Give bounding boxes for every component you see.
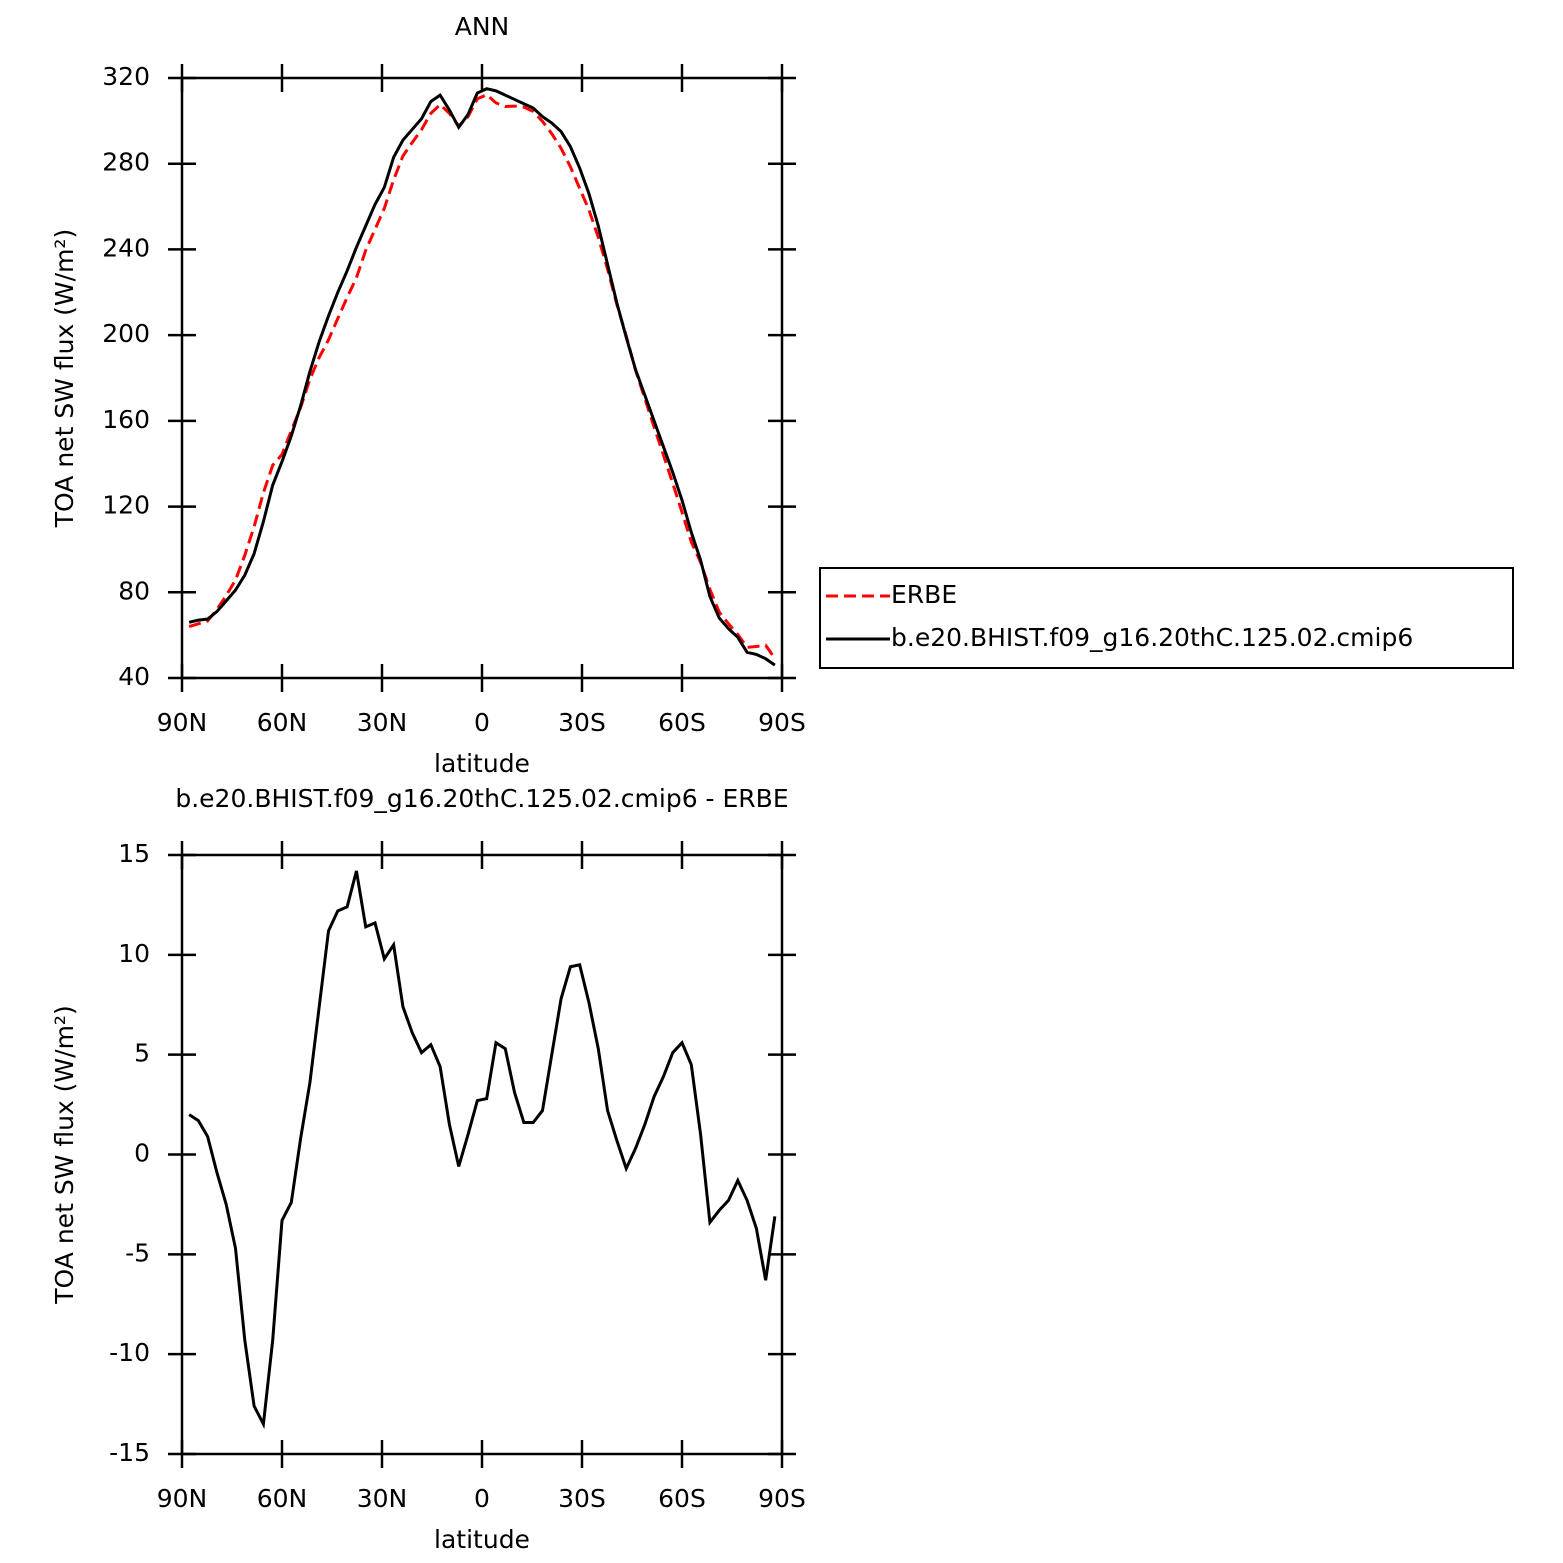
y-tick-label: -10 bbox=[109, 1338, 150, 1367]
series-line bbox=[188, 870, 777, 1430]
x-axis-label: latitude bbox=[434, 749, 530, 778]
legend-box bbox=[819, 567, 1514, 669]
y-tick-label: 5 bbox=[134, 1039, 150, 1068]
y-tick-label: 200 bbox=[102, 319, 150, 348]
y-tick-label: 10 bbox=[118, 939, 150, 968]
y-tick-label: 0 bbox=[134, 1139, 150, 1168]
x-tick-label: 30S bbox=[558, 708, 606, 737]
y-tick-label: -5 bbox=[125, 1238, 150, 1267]
x-tick-label: 60S bbox=[658, 708, 706, 737]
x-tick-label: 60N bbox=[257, 708, 308, 737]
y-tick-label: 40 bbox=[118, 662, 150, 691]
x-tick-label: 30N bbox=[357, 708, 408, 737]
x-tick-label: 90N bbox=[157, 1484, 208, 1513]
x-tick-label: 0 bbox=[474, 1484, 490, 1513]
series-line bbox=[188, 87, 776, 667]
plot-frame bbox=[180, 76, 784, 680]
x-tick-label: 30S bbox=[558, 1484, 606, 1513]
series-line bbox=[188, 92, 777, 660]
y-tick-label: 240 bbox=[102, 233, 150, 262]
y-tick-label: 80 bbox=[118, 576, 150, 605]
legend-label: ERBE bbox=[891, 580, 957, 609]
legend-label: b.e20.BHIST.f09_g16.20thC.125.02.cmip6 bbox=[891, 623, 1413, 652]
y-tick-label: -15 bbox=[109, 1438, 150, 1467]
chart-title: b.e20.BHIST.f09_g16.20thC.125.02.cmip6 -… bbox=[175, 784, 788, 813]
x-tick-label: 60N bbox=[257, 1484, 308, 1513]
chart-title: ANN bbox=[455, 12, 510, 41]
x-tick-label: 90N bbox=[157, 708, 208, 737]
x-tick-label: 90S bbox=[758, 1484, 806, 1513]
y-tick-label: 120 bbox=[102, 491, 150, 520]
y-tick-label: 320 bbox=[102, 62, 150, 91]
x-tick-label: 30N bbox=[357, 1484, 408, 1513]
y-axis-label: TOA net SW flux (W/m²) bbox=[50, 229, 79, 528]
x-tick-label: 60S bbox=[658, 1484, 706, 1513]
y-tick-label: 280 bbox=[102, 148, 150, 177]
y-tick-label: 160 bbox=[102, 405, 150, 434]
x-tick-label: 0 bbox=[474, 708, 490, 737]
plot-frame bbox=[180, 853, 784, 1456]
x-axis-label: latitude bbox=[434, 1525, 530, 1554]
x-tick-label: 90S bbox=[758, 708, 806, 737]
y-tick-label: 15 bbox=[118, 839, 150, 868]
y-axis-label: TOA net SW flux (W/m²) bbox=[50, 1005, 79, 1304]
